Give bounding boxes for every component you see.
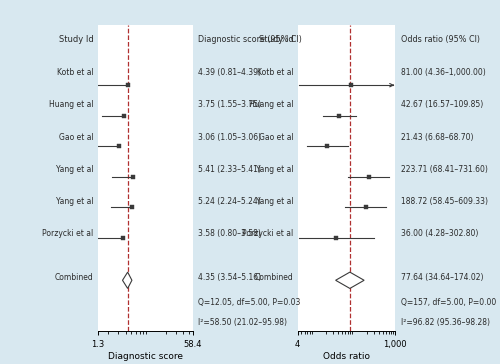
Text: Combined: Combined [55, 273, 94, 282]
Text: I²=58.50 (21.02–95.98): I²=58.50 (21.02–95.98) [198, 317, 288, 327]
Text: Porzycki et al: Porzycki et al [42, 229, 94, 238]
X-axis label: Odds ratio: Odds ratio [323, 352, 370, 361]
X-axis label: Diagnostic score: Diagnostic score [108, 352, 182, 361]
Text: Huang et al: Huang et al [249, 100, 294, 110]
Text: Yang et al: Yang et al [256, 165, 294, 174]
Text: 4.35 (3.54–5.16): 4.35 (3.54–5.16) [198, 273, 262, 282]
Text: Study Id: Study Id [259, 35, 294, 44]
Text: Kotb et al: Kotb et al [57, 68, 94, 78]
Polygon shape [122, 272, 132, 288]
Text: 3.06 (1.05–3.06): 3.06 (1.05–3.06) [198, 132, 262, 142]
Text: 3.75 (1.55–3.75): 3.75 (1.55–3.75) [198, 100, 262, 110]
Text: Diagnostic score (95% CI): Diagnostic score (95% CI) [198, 35, 302, 44]
Text: Q=157, df=5.00, P=0.00: Q=157, df=5.00, P=0.00 [401, 298, 496, 307]
Text: Porzycki et al: Porzycki et al [242, 229, 294, 238]
Text: 5.41 (2.33–5.41): 5.41 (2.33–5.41) [198, 165, 262, 174]
Text: Study Id: Study Id [59, 35, 94, 44]
Text: Q=12.05, df=5.00, P=0.03: Q=12.05, df=5.00, P=0.03 [198, 298, 301, 307]
Text: Gao et al: Gao et al [59, 132, 94, 142]
Text: Gao et al: Gao et al [259, 132, 294, 142]
Text: 188.72 (58.45–609.33): 188.72 (58.45–609.33) [401, 197, 488, 206]
Text: Huang et al: Huang et al [49, 100, 94, 110]
Text: Kotb et al: Kotb et al [257, 68, 294, 78]
Text: 3.58 (0.80–3.58): 3.58 (0.80–3.58) [198, 229, 262, 238]
Text: 42.67 (16.57–109.85): 42.67 (16.57–109.85) [401, 100, 483, 110]
Text: 5.24 (2.24–5.24): 5.24 (2.24–5.24) [198, 197, 261, 206]
Polygon shape [336, 272, 364, 288]
Text: I²=96.82 (95.36–98.28): I²=96.82 (95.36–98.28) [401, 317, 490, 327]
Text: 81.00 (4.36–1,000.00): 81.00 (4.36–1,000.00) [401, 68, 486, 78]
Text: 223.71 (68.41–731.60): 223.71 (68.41–731.60) [401, 165, 488, 174]
Text: 77.64 (34.64–174.02): 77.64 (34.64–174.02) [401, 273, 483, 282]
Text: 4.39 (0.81–4.39): 4.39 (0.81–4.39) [198, 68, 262, 78]
Text: Yang et al: Yang et al [56, 197, 94, 206]
Text: Odds ratio (95% CI): Odds ratio (95% CI) [401, 35, 480, 44]
Text: Yang et al: Yang et al [256, 197, 294, 206]
Text: Combined: Combined [255, 273, 294, 282]
Text: 21.43 (6.68–68.70): 21.43 (6.68–68.70) [401, 132, 473, 142]
Text: Yang et al: Yang et al [56, 165, 94, 174]
Text: 36.00 (4.28–302.80): 36.00 (4.28–302.80) [401, 229, 478, 238]
